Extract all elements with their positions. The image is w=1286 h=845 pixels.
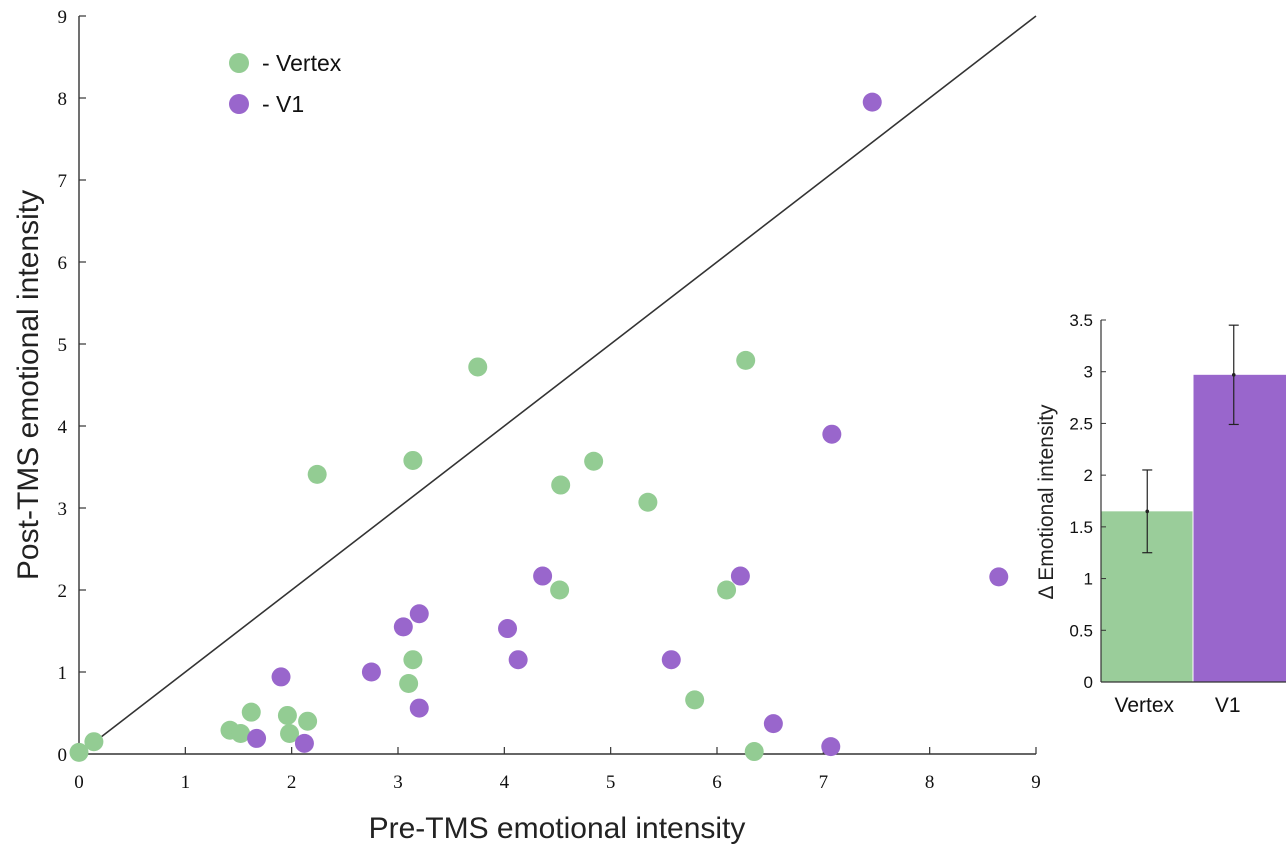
- x-tick-label: 8: [925, 772, 935, 793]
- inset-y-tick-label: 2.5: [1069, 414, 1093, 433]
- v1-point: [822, 424, 842, 444]
- v1-point: [294, 733, 314, 753]
- vertex-point: [551, 475, 571, 495]
- vertex-point: [403, 450, 423, 470]
- vertex-point: [584, 451, 604, 471]
- legend-marker: [229, 53, 249, 73]
- v1-point: [247, 728, 267, 748]
- vertex-point: [550, 580, 570, 600]
- x-tick-label: 7: [819, 772, 829, 793]
- y-tick-label: 8: [58, 89, 68, 110]
- v1-point: [661, 650, 681, 670]
- identity-line: [78, 15, 1037, 755]
- mean-marker: [1145, 509, 1150, 514]
- x-tick-label: 5: [606, 772, 616, 793]
- scatter-points: [69, 92, 1009, 762]
- v1-point: [533, 566, 553, 586]
- x-tick-label: 2: [287, 772, 297, 793]
- legend-label: - V1: [262, 91, 304, 117]
- v1-point: [498, 619, 518, 639]
- inset-y-tick-label: 0: [1084, 673, 1093, 692]
- x-tick-label: 4: [500, 772, 510, 793]
- inset-y-tick-label: 2: [1084, 466, 1093, 485]
- vertex-point: [241, 702, 261, 722]
- legend-label: - Vertex: [262, 50, 342, 76]
- scatter-plot: 0 1 2 3 4 5 6 7 8 9 0 1 2 3 4 5 6 7 8 9 Pre-TMS emotional i…: [12, 7, 1041, 845]
- inset-y-tick-label: 3: [1084, 363, 1093, 382]
- category-label: V1: [1215, 694, 1241, 717]
- vertex-point: [84, 732, 104, 752]
- v1-point: [821, 737, 841, 757]
- v1-point: [409, 604, 429, 624]
- vertex-point: [736, 350, 756, 370]
- v1-point: [862, 92, 882, 112]
- x-tick-label: 6: [712, 772, 722, 793]
- inset-bar-chart: Vertex V1 0 0.5 1 1.5 2 2.5 3 3.5 Δ Emotional int…: [1035, 311, 1286, 717]
- category-label: Vertex: [1114, 694, 1174, 717]
- v1-point: [763, 714, 783, 734]
- x-axis-title: Pre-TMS emotional intensity: [369, 812, 746, 845]
- y-tick-label: 9: [58, 7, 68, 28]
- legend: - Vertex - V1: [229, 50, 342, 117]
- x-tick-label: 9: [1031, 772, 1041, 793]
- inset-y-axis-title: Δ Emotional intensity: [1035, 404, 1058, 599]
- vertex-point: [298, 711, 318, 731]
- v1-point: [393, 617, 413, 637]
- vertex-point: [307, 464, 327, 484]
- vertex-point: [638, 492, 658, 512]
- y-tick-label: 4: [58, 417, 68, 438]
- vertex-point: [717, 580, 737, 600]
- vertex-point: [685, 690, 705, 710]
- v1-point: [271, 667, 291, 687]
- inset-y-tick-label: 3.5: [1069, 311, 1093, 330]
- x-tick-label: 0: [74, 772, 84, 793]
- y-tick-label: 0: [58, 745, 68, 766]
- y-tick-label: 1: [58, 663, 68, 684]
- inset-bars: [1101, 324, 1286, 682]
- v1-point: [508, 650, 528, 670]
- y-tick-label: 3: [58, 499, 68, 520]
- vertex-point: [277, 705, 297, 725]
- y-tick-label: 2: [58, 581, 68, 602]
- y-tick-label: 7: [58, 171, 68, 192]
- y-tick-label: 5: [58, 335, 68, 356]
- vertex-point: [280, 724, 300, 743]
- vertex-point: [403, 650, 423, 670]
- mean-marker: [1231, 373, 1236, 377]
- v1-point: [989, 567, 1009, 587]
- vertex-point: [231, 724, 251, 743]
- inset-y-tick-label: 1.5: [1069, 518, 1093, 537]
- v1-point: [361, 662, 381, 682]
- bar-v1: [1193, 374, 1286, 682]
- scatter-axes: 0 1 2 3 4 5 6 7 8 9 0 1 2 3 4 5 6 7 8 9: [58, 7, 1041, 793]
- v1-point: [730, 566, 750, 586]
- vertex-point: [69, 742, 89, 762]
- y-tick-label: 6: [58, 253, 68, 274]
- x-tick-label: 3: [393, 772, 403, 793]
- x-tick-label: 1: [181, 772, 191, 793]
- v1-point: [409, 698, 429, 718]
- vertex-point: [468, 357, 488, 377]
- vertex-point: [744, 742, 764, 762]
- y-axis-title: Post-TMS emotional intensity: [12, 190, 45, 580]
- inset-axes: Vertex V1 0 0.5 1 1.5 2 2.5 3 3.5: [1069, 311, 1286, 717]
- vertex-point: [399, 673, 419, 693]
- inset-y-tick-label: 1: [1084, 570, 1093, 589]
- inset-y-tick-label: 0.5: [1069, 621, 1093, 640]
- legend-marker: [229, 94, 249, 114]
